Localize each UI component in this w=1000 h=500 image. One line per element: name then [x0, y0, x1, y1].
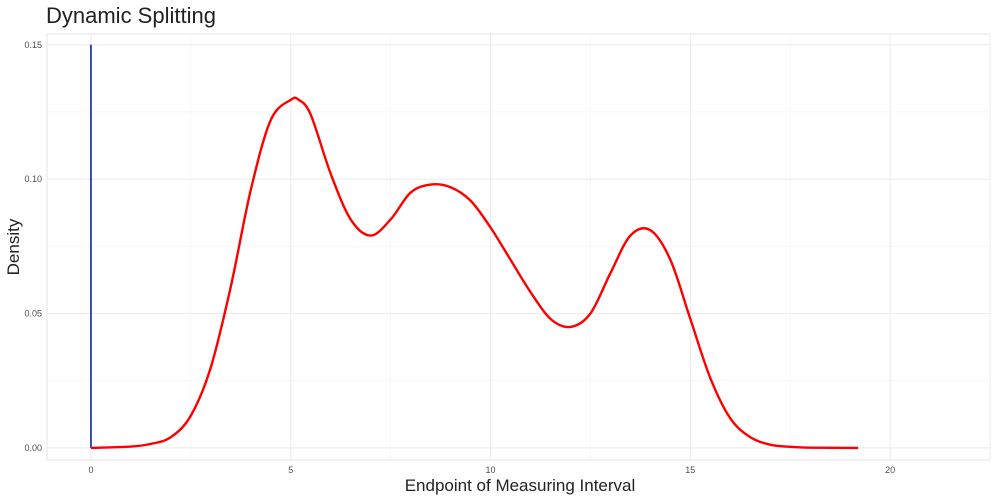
chart-title: Dynamic Splitting: [46, 3, 216, 28]
plot-panel: [46, 33, 991, 461]
x-tick-label: 15: [685, 465, 695, 475]
y-tick-label: 0.15: [24, 40, 42, 50]
density-curve: [90, 96, 859, 450]
x-tick-label: 0: [88, 465, 93, 475]
x-tick-label: 5: [288, 465, 293, 475]
y-tick-label: 0.10: [24, 174, 42, 184]
y-tick-label: 0.05: [24, 309, 42, 319]
x-tick-label: 20: [885, 465, 895, 475]
x-tick-label: 10: [486, 465, 496, 475]
y-tick-label: 0.00: [24, 443, 42, 453]
tick-labels: 0 5 10 15 20 0.00 0.05 0.10 0.15: [24, 40, 895, 475]
series-layer: [90, 44, 859, 450]
x-axis-title: Endpoint of Measuring Interval: [405, 476, 636, 495]
y-axis-title: Density: [4, 218, 23, 275]
